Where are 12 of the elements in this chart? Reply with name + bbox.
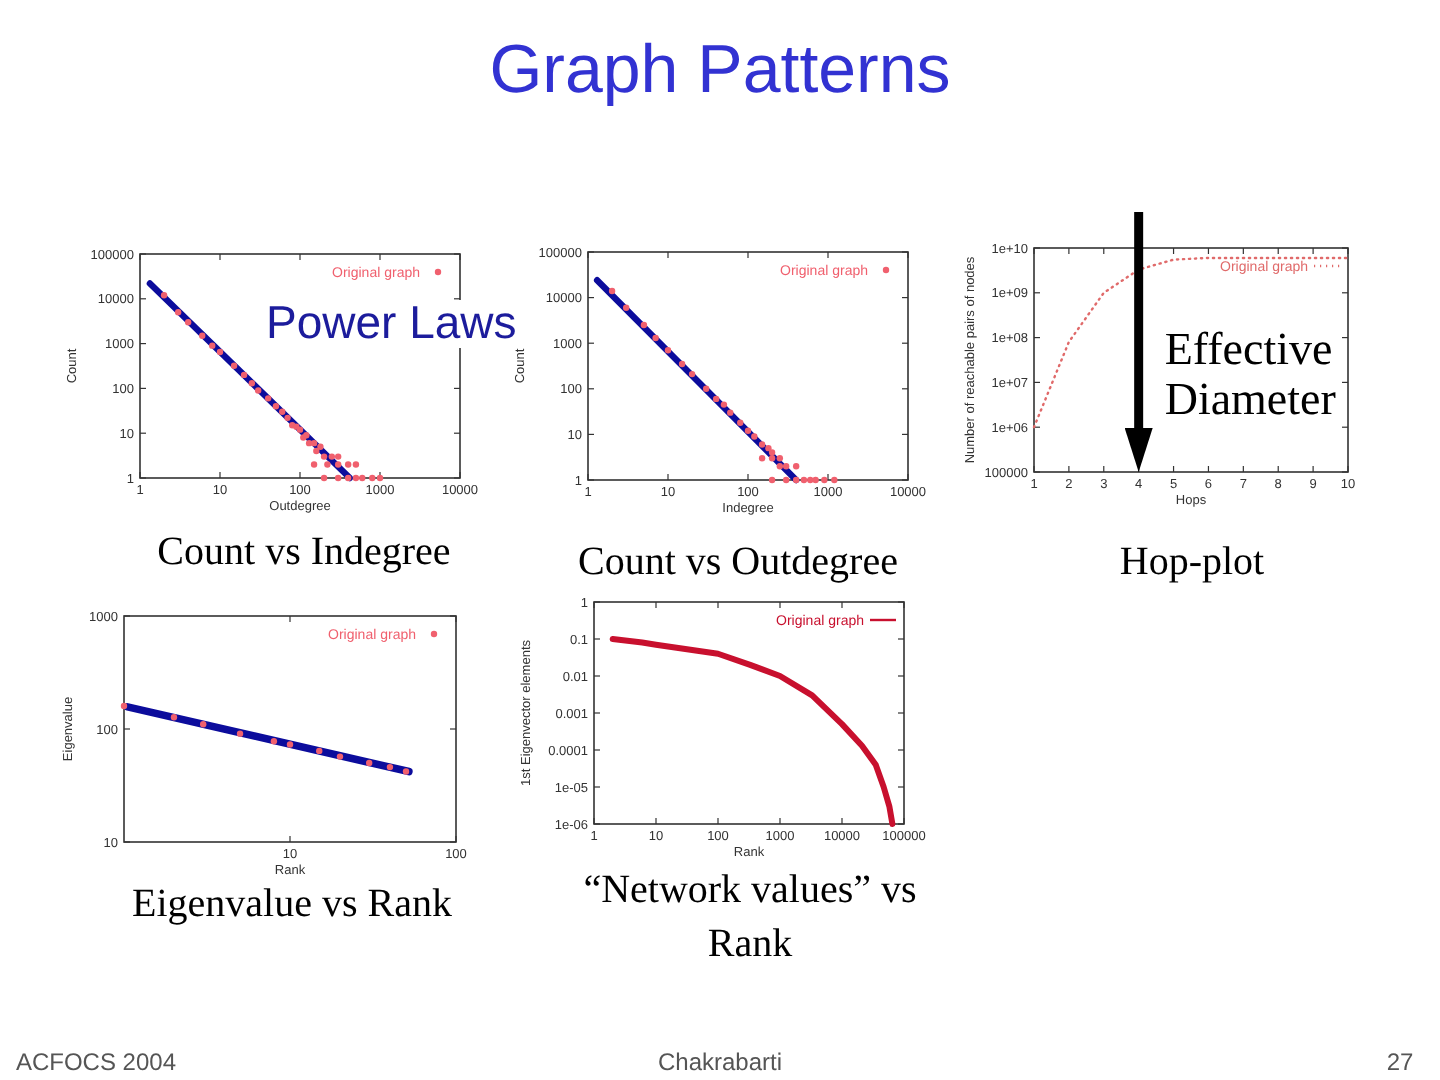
text: “Network values” vs Rank [583, 868, 918, 966]
text: 27 [1386, 1048, 1414, 1076]
text: ACFOCS 2004 [15, 1048, 177, 1076]
annotation: Power Laws [266, 296, 517, 348]
text: Graph Patterns [489, 32, 951, 108]
text: Hop-plot [1119, 540, 1266, 584]
text: Count vs Indegree [157, 530, 451, 574]
line-series [1032, 256, 1350, 429]
text: Chakrabarti [657, 1048, 783, 1076]
text: Eigenvalue vs Rank [132, 882, 452, 926]
text: Count vs Outdegree [578, 540, 899, 584]
ref-line-label: Effective Diameter [1164, 324, 1337, 424]
